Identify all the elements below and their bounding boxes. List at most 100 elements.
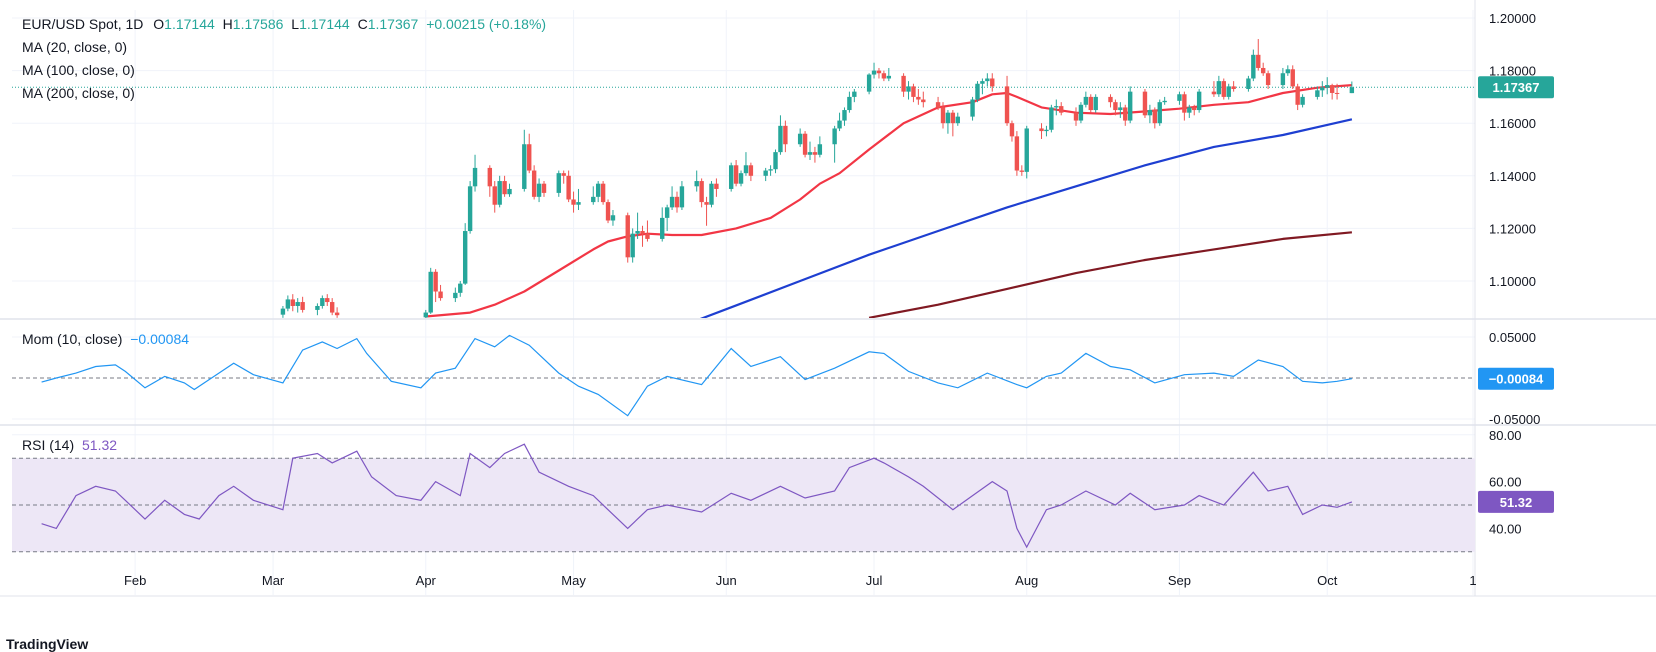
candle-body xyxy=(334,312,340,316)
momentum-badge-bg xyxy=(1478,367,1554,390)
candle-body xyxy=(1182,94,1187,113)
panel-separators xyxy=(0,0,1656,597)
candle-body xyxy=(1162,100,1167,103)
candle-body xyxy=(640,231,645,234)
candle-body xyxy=(556,173,561,193)
candle-body xyxy=(778,125,783,153)
price-badge: 1.17367 xyxy=(1493,80,1540,95)
x-tick-label: Mar xyxy=(262,573,285,588)
legend-ma20[interactable]: MA (20, close, 0) xyxy=(22,39,128,55)
candle-body xyxy=(1014,136,1020,171)
candle-body xyxy=(852,91,857,97)
rsi-panel xyxy=(41,443,1353,549)
legend-momentum[interactable]: Mom (10, close) −0.00084 xyxy=(22,331,189,347)
candle-body xyxy=(600,183,606,203)
candle-body xyxy=(1127,91,1133,121)
candle-body xyxy=(1152,110,1158,124)
candle-body xyxy=(502,181,507,195)
legend-ma100[interactable]: MA (100, close, 0) xyxy=(22,62,135,78)
momentum-badge: −0.00084 xyxy=(1489,372,1544,387)
candle-body xyxy=(1256,54,1261,68)
candle-body xyxy=(625,215,630,258)
price-tick-label: 1.14000 xyxy=(1489,169,1536,184)
candle-body xyxy=(467,186,473,232)
candle-body xyxy=(906,86,911,92)
candle-body xyxy=(871,70,877,75)
candle-body xyxy=(1123,107,1128,121)
candle-body xyxy=(1221,81,1226,97)
rsi-line xyxy=(41,443,1353,549)
candle-body xyxy=(950,112,956,124)
candle-body xyxy=(797,133,803,145)
ohlc-low: 1.17144 xyxy=(299,16,350,32)
legend-rsi[interactable]: RSI (14) 51.32 xyxy=(22,437,117,453)
candle-body xyxy=(1009,123,1015,137)
price-tick-label: 1.16000 xyxy=(1489,116,1536,131)
candle-body xyxy=(975,83,980,100)
candle-body xyxy=(285,299,291,309)
ma100-line xyxy=(699,118,1353,318)
price-tick-label: 1.12000 xyxy=(1489,221,1536,236)
candle-body xyxy=(876,70,882,74)
candle-body xyxy=(497,181,502,205)
candle-body xyxy=(433,271,438,292)
candle-body xyxy=(1290,69,1295,87)
candle-body xyxy=(699,181,704,203)
candle-body xyxy=(985,78,990,82)
candle-body xyxy=(300,302,305,310)
candle-body xyxy=(566,175,571,200)
candle-body xyxy=(1300,96,1305,105)
candle-body xyxy=(1231,86,1236,90)
candle-body xyxy=(315,305,320,310)
candle-body xyxy=(842,110,847,121)
candle-body xyxy=(1329,85,1335,93)
candle-body xyxy=(1054,106,1059,108)
candle-body xyxy=(438,291,443,299)
candle-body xyxy=(571,199,576,205)
candle-body xyxy=(837,120,842,129)
legend-ma200[interactable]: MA (200, close, 0) xyxy=(22,85,135,101)
candle-body xyxy=(664,207,670,218)
candle-body xyxy=(507,188,512,195)
x-tick-label: Feb xyxy=(124,573,146,588)
candle-body xyxy=(1108,96,1113,103)
x-tick-label: May xyxy=(561,573,586,588)
candle-body xyxy=(1280,73,1286,86)
momentum-label: Mom (10, close) xyxy=(22,331,123,347)
price-tick-label: 1.20000 xyxy=(1489,11,1536,26)
tradingview-logo: TradingView xyxy=(6,636,89,652)
ohlc-close: 1.17367 xyxy=(367,16,419,32)
ohlc-close-label: C xyxy=(357,16,368,32)
main-legend: EUR/USD Spot, 1D O1.17144 H1.17586 L1.17… xyxy=(22,16,546,32)
candle-body xyxy=(1192,107,1197,111)
candle-body xyxy=(1334,92,1340,94)
candle-body xyxy=(674,196,680,208)
candle-body xyxy=(605,202,611,221)
candle-body xyxy=(881,73,887,79)
candle-body xyxy=(576,202,581,205)
candle-body xyxy=(522,144,527,189)
momentum-tick-label: 0.05000 xyxy=(1489,330,1536,345)
candle-body xyxy=(714,183,719,189)
candle-body xyxy=(591,196,596,203)
ma20-line xyxy=(425,84,1352,318)
candle-body xyxy=(527,144,532,171)
candle-body xyxy=(832,128,837,145)
candle-body xyxy=(679,186,685,208)
candle-body xyxy=(487,167,493,187)
price-tick-label: 1.18000 xyxy=(1489,64,1536,79)
candle-body xyxy=(1078,104,1084,121)
candle-body xyxy=(1187,107,1192,113)
rsi-tick-label: 80.00 xyxy=(1489,428,1522,443)
candle-body xyxy=(280,308,286,315)
candle-body xyxy=(1285,69,1291,74)
rsi-band xyxy=(12,457,1475,553)
candle-body xyxy=(783,125,788,145)
candle-body xyxy=(325,298,330,303)
candle-body xyxy=(595,183,601,197)
candle-body xyxy=(669,196,675,208)
ma200-line xyxy=(868,231,1353,318)
candle-body xyxy=(1059,106,1064,113)
candle-body xyxy=(886,75,892,79)
